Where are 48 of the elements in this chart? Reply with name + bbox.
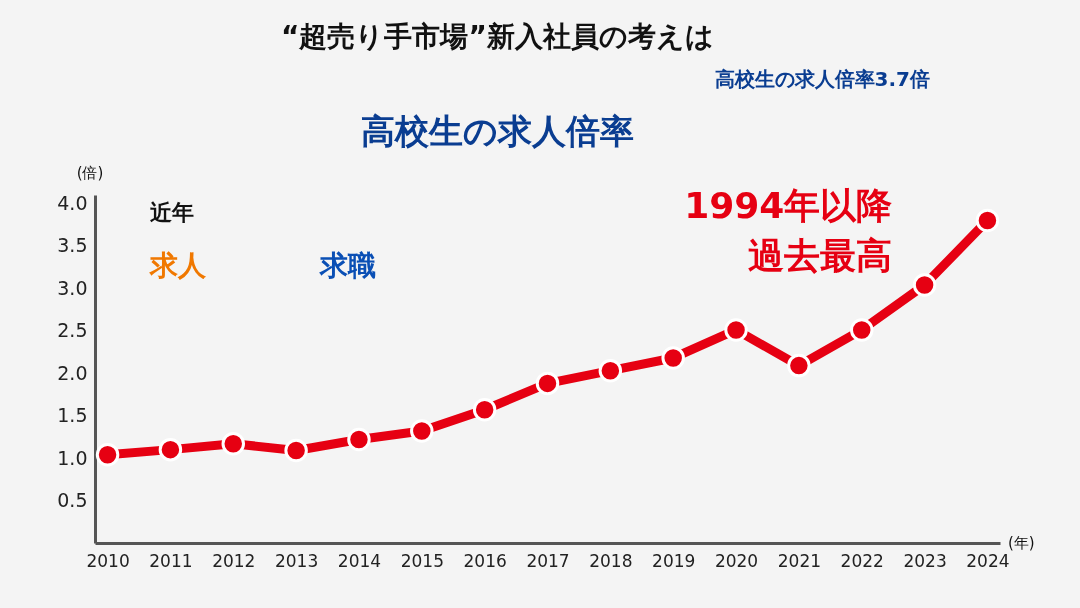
point [95, 443, 120, 467]
chart-subtitle: 高校生の求人倍率3.7倍 [714, 67, 930, 91]
point [284, 438, 308, 463]
x-tick-label: 2010 [86, 550, 130, 571]
y-tick-label: 1.5 [57, 404, 88, 427]
point [472, 398, 497, 422]
x-tick-label: 2018 [589, 550, 633, 571]
x-tick-label: 2012 [212, 550, 256, 571]
point [661, 346, 685, 370]
chart-title: 高校生の求人倍率 [361, 111, 634, 151]
x-tick-label: 2022 [840, 550, 884, 571]
x-tick-label: 2013 [274, 550, 319, 571]
point [535, 371, 560, 396]
annotation: 1994年以降 [684, 185, 893, 227]
point [975, 208, 1000, 233]
x-tick-label: 2015 [400, 550, 444, 571]
annotation: 過去最高 [748, 235, 893, 277]
x-tick-label: 2011 [149, 550, 193, 571]
y-tick-label: 1.0 [57, 446, 88, 469]
y-tick-label: 4.0 [57, 191, 88, 214]
x-tick-label: 2021 [777, 550, 822, 571]
annotation: 近年 [149, 200, 194, 225]
point [849, 318, 874, 342]
point [410, 419, 434, 443]
point [347, 427, 371, 452]
point [724, 318, 748, 342]
text: “超売り手市場”新入社員の考えは [281, 20, 714, 53]
x-tick-label: 2019 [652, 550, 696, 571]
point [912, 273, 937, 297]
point [221, 431, 246, 456]
point [158, 437, 183, 462]
y-tick-label: 0.5 [57, 489, 88, 512]
x-tick-label: 2023 [903, 550, 947, 571]
point [598, 358, 623, 383]
x-tick-label: 2024 [966, 550, 1010, 571]
annotation: 求職 [319, 249, 376, 282]
x-axis-title: (年) [1008, 534, 1035, 552]
point [787, 353, 811, 378]
y-tick-label: 3.5 [57, 234, 88, 257]
y-axis-title: (倍) [76, 164, 104, 182]
x-tick-label: 2014 [337, 550, 382, 571]
y-tick-label: 2.5 [57, 319, 88, 342]
x-tick-label: 2016 [463, 550, 507, 571]
y-tick-label: 3.0 [57, 276, 88, 299]
x-tick-label: 2017 [526, 550, 570, 571]
y-tick-label: 2.0 [57, 361, 88, 384]
x-tick-label: 2020 [714, 550, 759, 571]
annotation: 求人 [149, 249, 207, 282]
